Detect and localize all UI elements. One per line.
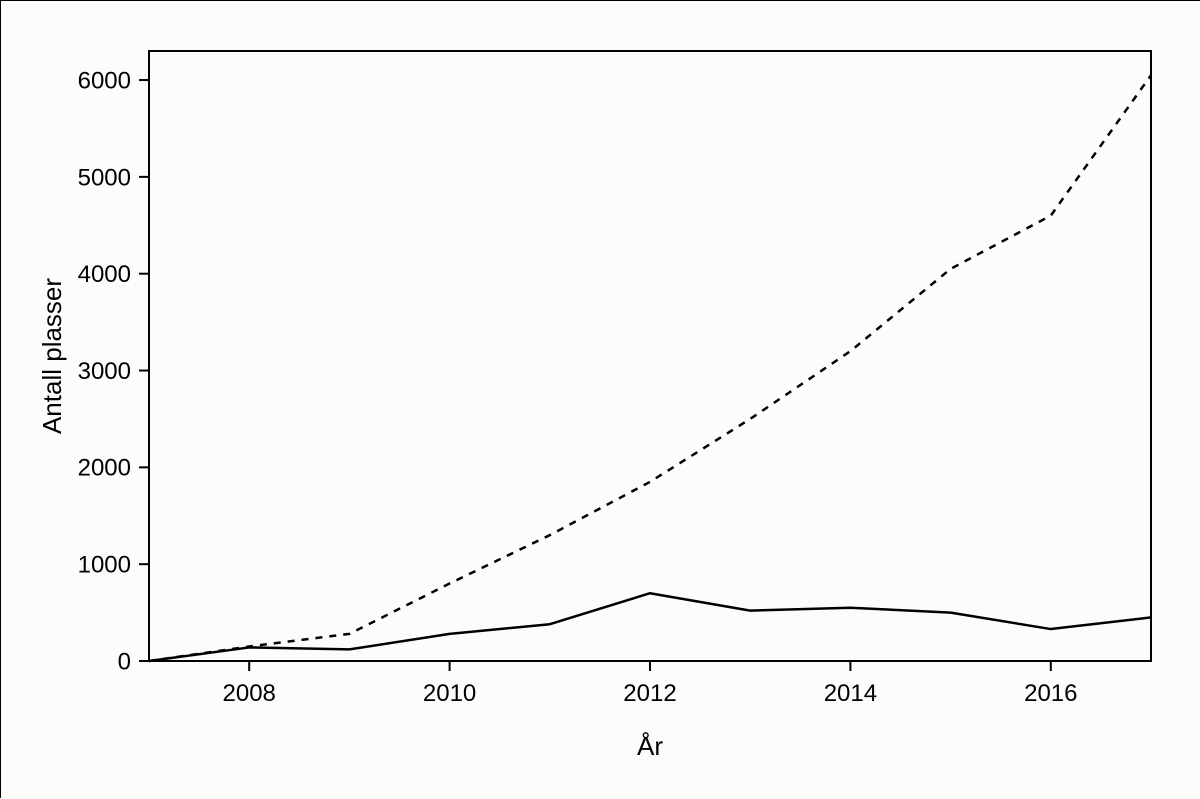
- line-chart: 2008 2010 2012 2014 2016 0 1000 2000 3000 4000 500…: [1, 1, 1200, 799]
- x-tick-label: 2008: [223, 680, 276, 707]
- chart-container: 2008 2010 2012 2014 2016 0 1000 2000 3000 4000 500…: [1, 1, 1199, 797]
- y-tick-label: 3000: [78, 358, 131, 385]
- y-tick-label: 5000: [78, 164, 131, 191]
- x-tick-label: 2014: [824, 680, 877, 707]
- chart-outer-frame: 2008 2010 2012 2014 2016 0 1000 2000 3000 4000 500…: [0, 0, 1200, 798]
- y-tick-label: 4000: [78, 261, 131, 288]
- x-tick-label: 2012: [623, 680, 676, 707]
- y-tick-label: 0: [118, 648, 131, 675]
- x-tick-label: 2016: [1024, 680, 1077, 707]
- y-tick-label: 1000: [78, 552, 131, 579]
- x-tick-label: 2010: [423, 680, 476, 707]
- y-axis-label: Antall plasser: [37, 278, 67, 434]
- y-tick-label: 6000: [78, 67, 131, 94]
- x-axis-label: År: [637, 731, 663, 761]
- y-tick-label: 2000: [78, 455, 131, 482]
